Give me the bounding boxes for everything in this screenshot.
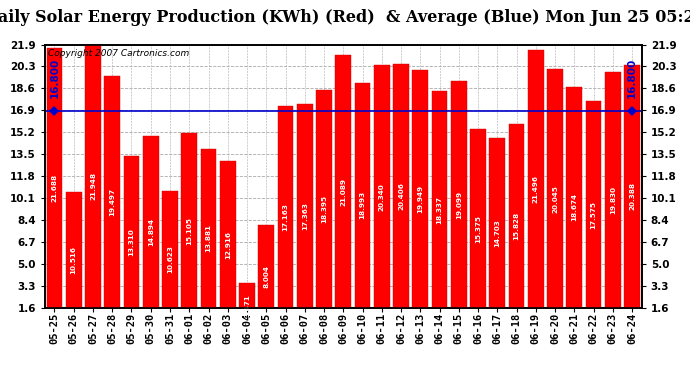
Bar (201, 149, 217, 328)
Bar (624, 64, 640, 328)
Bar (297, 104, 313, 328)
Text: 18.993: 18.993 (359, 191, 366, 219)
Text: 18.674: 18.674 (571, 194, 578, 222)
Text: 10.623: 10.623 (167, 246, 173, 273)
Text: 17.363: 17.363 (302, 202, 308, 230)
Text: 20.406: 20.406 (398, 182, 404, 210)
Text: 15.375: 15.375 (475, 215, 481, 243)
Text: 16.800: 16.800 (50, 58, 59, 98)
Text: 17.163: 17.163 (282, 203, 288, 231)
Text: 15.828: 15.828 (513, 212, 520, 240)
Text: 14.894: 14.894 (148, 218, 154, 246)
Text: 18.395: 18.395 (321, 195, 327, 223)
Text: Copyright 2007 Cartronics.com: Copyright 2007 Cartronics.com (48, 49, 189, 58)
Text: 14.703: 14.703 (494, 219, 500, 247)
Bar (547, 69, 563, 328)
Bar (413, 70, 428, 328)
Text: 19.099: 19.099 (456, 190, 462, 219)
Bar (124, 156, 139, 328)
Text: 10.516: 10.516 (71, 246, 77, 274)
Text: 21.089: 21.089 (340, 178, 346, 206)
Bar (143, 136, 159, 328)
Bar (239, 283, 255, 328)
Bar (566, 87, 582, 328)
Bar (258, 225, 274, 328)
Text: 15.105: 15.105 (186, 216, 193, 244)
Bar (451, 81, 466, 328)
Text: 18.337: 18.337 (437, 196, 442, 223)
Text: Daily Solar Energy Production (KWh) (Red)  & Average (Blue) Mon Jun 25 05:25: Daily Solar Energy Production (KWh) (Red… (0, 9, 690, 26)
Bar (181, 133, 197, 328)
Bar (605, 72, 621, 328)
Text: 8.004: 8.004 (264, 265, 269, 288)
Bar (220, 161, 236, 328)
Bar (509, 123, 524, 328)
Text: 20.388: 20.388 (629, 182, 635, 210)
Bar (104, 76, 120, 328)
Bar (277, 106, 293, 328)
Bar (432, 91, 447, 328)
Bar (316, 90, 332, 328)
Text: 21.948: 21.948 (90, 172, 96, 200)
Bar (162, 191, 178, 328)
Text: 12.916: 12.916 (225, 231, 230, 259)
Text: 17.575: 17.575 (591, 201, 597, 228)
Text: 21.688: 21.688 (52, 174, 57, 202)
Bar (85, 44, 101, 328)
Bar (47, 48, 62, 328)
Text: 21.496: 21.496 (533, 175, 539, 203)
Bar (393, 64, 409, 328)
Text: 13.881: 13.881 (206, 225, 212, 252)
Bar (586, 101, 602, 328)
Text: 20.045: 20.045 (552, 184, 558, 213)
Text: 13.310: 13.310 (128, 228, 135, 256)
Bar (66, 192, 81, 328)
Bar (374, 65, 390, 328)
Bar (335, 56, 351, 328)
Text: 19.949: 19.949 (417, 185, 423, 213)
Text: 20.340: 20.340 (379, 183, 385, 210)
Text: 19.830: 19.830 (610, 186, 615, 214)
Bar (489, 138, 505, 328)
Text: 19.497: 19.497 (109, 188, 115, 216)
Bar (470, 129, 486, 328)
Bar (528, 50, 544, 328)
Text: 3.471: 3.471 (244, 294, 250, 317)
Bar (355, 82, 371, 328)
Text: 16.800: 16.800 (627, 58, 637, 98)
